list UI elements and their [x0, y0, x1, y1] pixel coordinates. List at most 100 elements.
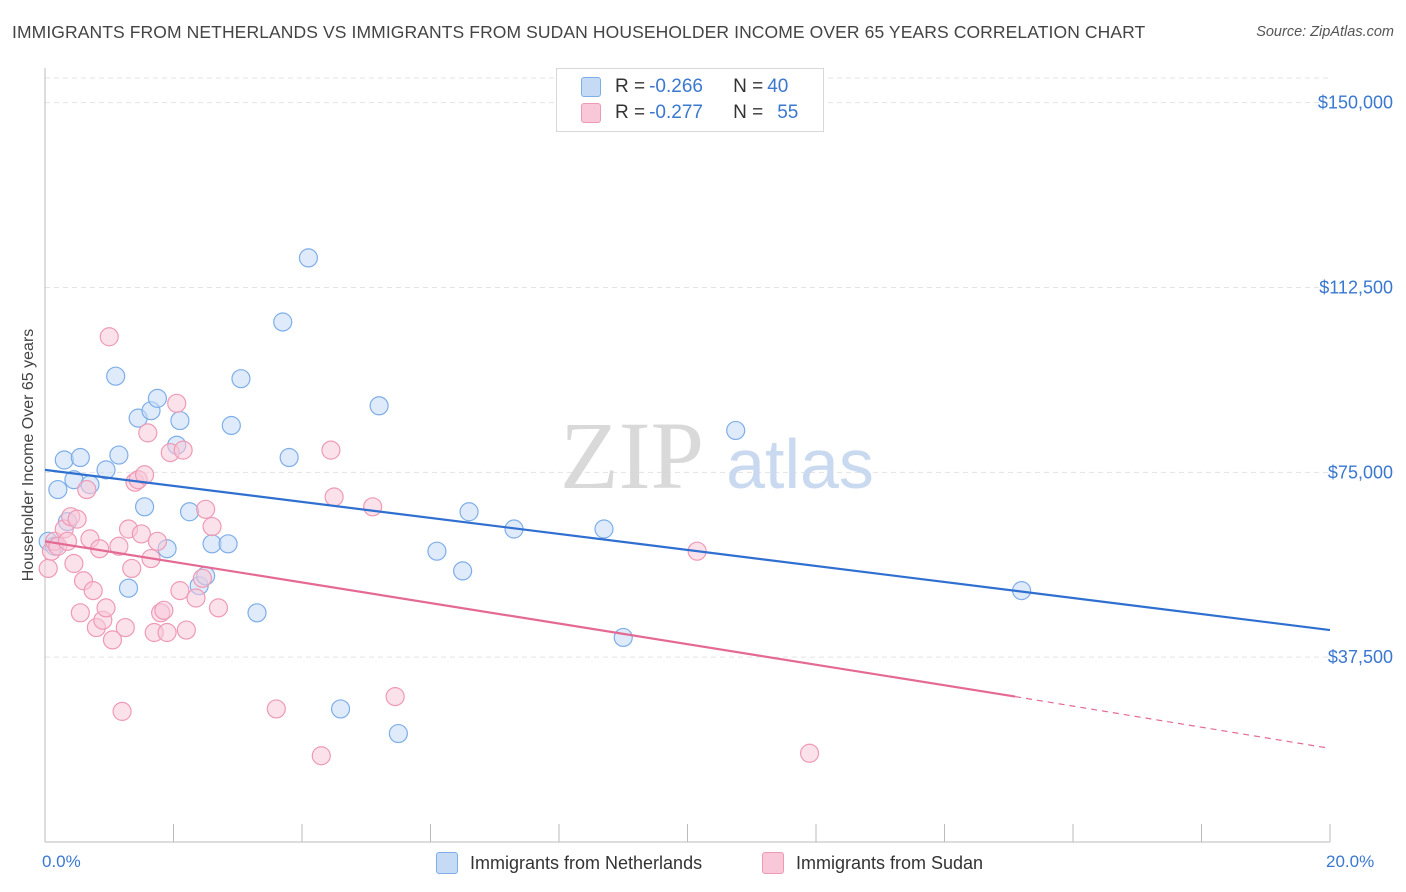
correlation-legend: R = -0.266 N = 40 R = -0.277 N = 55: [556, 68, 824, 132]
data-point: [186, 588, 206, 608]
watermark-zip: ZIP: [560, 402, 704, 509]
data-point: [613, 627, 633, 648]
data-point: [208, 598, 229, 618]
bottom-legend-netherlands: Immigrants from Netherlands: [436, 852, 702, 874]
data-point: [231, 369, 251, 389]
series-netherlands: [38, 248, 1032, 744]
data-point: [202, 516, 222, 537]
data-point: [279, 447, 299, 468]
data-point: [321, 440, 341, 460]
data-point: [247, 603, 267, 623]
chart-title: IMMIGRANTS FROM NETHERLANDS VS IMMIGRANT…: [12, 22, 1146, 42]
data-point: [118, 578, 139, 598]
legend-row-sudan: R = -0.277 N = 55: [581, 101, 798, 125]
data-point: [266, 699, 286, 719]
data-point: [427, 541, 447, 561]
data-point: [106, 366, 126, 386]
data-point: [134, 497, 155, 517]
data-point: [273, 312, 293, 332]
data-point: [138, 423, 158, 443]
data-point: [70, 447, 90, 468]
legend-row-netherlands: R = -0.266 N = 40: [581, 75, 788, 99]
r-label: R =: [615, 76, 646, 97]
r-value: -0.277: [649, 102, 703, 123]
data-point: [459, 502, 479, 522]
data-point: [385, 686, 405, 707]
data-point: [67, 509, 87, 529]
data-point: [99, 327, 119, 347]
data-point: [64, 553, 84, 574]
y-tick-label: $112,500: [1319, 277, 1393, 297]
data-point: [96, 460, 116, 480]
data-point: [102, 630, 123, 650]
axes: [44, 68, 1331, 843]
data-point: [170, 410, 190, 431]
data-point: [330, 699, 351, 719]
data-point: [109, 536, 129, 556]
data-point: [594, 519, 614, 539]
data-point: [311, 746, 331, 766]
r-label: R =: [615, 102, 646, 123]
data-point: [167, 393, 187, 413]
data-point: [115, 617, 135, 638]
data-point: [154, 600, 174, 620]
data-point: [112, 701, 132, 721]
data-point: [726, 420, 746, 441]
data-point: [83, 581, 103, 601]
n-value: 55: [777, 102, 799, 123]
x-tick-label-max: 20.0%: [1326, 852, 1375, 871]
data-point: [54, 450, 74, 470]
trend-line-sudan-extrapolated: [1015, 696, 1331, 749]
y-tick-labels: $37,500 $75,000 $112,500 $150,000: [1318, 93, 1393, 668]
sudan-swatch: [581, 103, 601, 123]
data-point: [196, 499, 216, 519]
data-point: [147, 531, 168, 551]
data-point: [131, 524, 151, 544]
y-tick-label: $150,000: [1318, 93, 1393, 113]
trend-lines: [44, 468, 1331, 749]
data-point: [363, 497, 383, 517]
data-points: [38, 248, 1032, 766]
data-point: [170, 581, 190, 601]
data-point: [324, 487, 344, 507]
data-point: [38, 558, 58, 579]
data-point: [218, 534, 238, 554]
data-point: [77, 479, 97, 500]
trend-line-netherlands: [44, 468, 1331, 632]
data-point: [298, 248, 319, 268]
data-point: [173, 440, 193, 460]
netherlands-swatch: [436, 852, 458, 874]
data-point: [388, 723, 408, 744]
data-point: [202, 534, 222, 554]
sudan-swatch: [762, 852, 784, 874]
x-tick-label-min: 0.0%: [42, 852, 81, 871]
data-point: [192, 568, 213, 588]
data-point: [176, 620, 196, 640]
data-point: [48, 479, 68, 500]
trend-line-sudan: [44, 540, 1016, 698]
source-label: Source: ZipAtlas.com: [1256, 24, 1394, 40]
series-sudan: [38, 327, 820, 766]
legend-label: Immigrants from Sudan: [796, 852, 984, 873]
n-label: N =: [733, 76, 764, 97]
data-point: [221, 415, 241, 436]
data-point: [157, 622, 177, 643]
data-point: [70, 603, 90, 623]
data-point: [799, 743, 820, 763]
data-point: [179, 502, 200, 522]
data-point: [453, 561, 473, 581]
data-point: [147, 388, 168, 408]
bottom-legend-sudan: Immigrants from Sudan: [762, 852, 983, 874]
data-point: [122, 558, 142, 579]
n-value: 40: [767, 76, 789, 97]
data-point: [57, 531, 78, 551]
gridlines: [45, 77, 1330, 658]
y-tick-label: $75,000: [1328, 462, 1393, 482]
data-point: [96, 598, 116, 618]
y-tick-label: $37,500: [1328, 647, 1393, 667]
netherlands-swatch: [581, 77, 601, 97]
n-label: N =: [733, 102, 764, 123]
r-value: -0.266: [649, 76, 703, 97]
data-point: [109, 445, 129, 465]
